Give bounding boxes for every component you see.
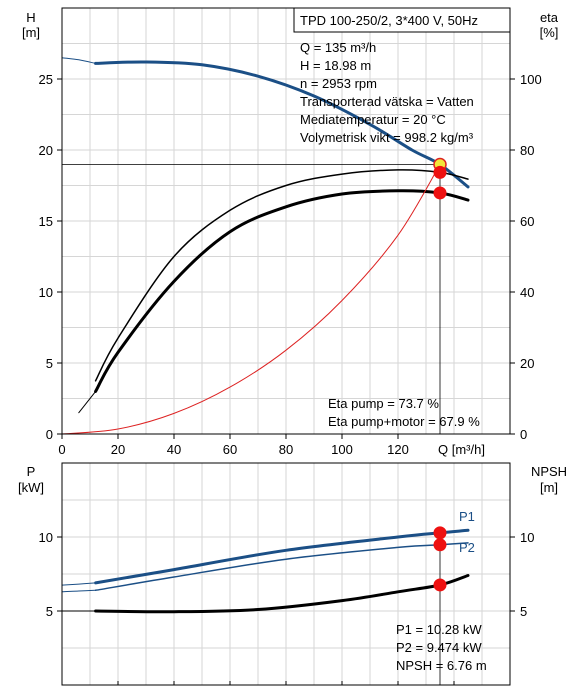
x-tick-label: 120 (387, 442, 409, 457)
top-grid (62, 8, 510, 434)
bottom-left-axis-sub: [kW] (18, 480, 44, 495)
bottom-series-line-1 (61, 582, 97, 586)
eta-pump-marker (433, 165, 447, 179)
y-right-tick-label: 40 (520, 285, 534, 300)
y-left-tick-label: 10 (39, 285, 53, 300)
top-series-line-3 (94, 189, 470, 393)
bottom-grid (62, 463, 510, 685)
top-series-line-2 (94, 169, 469, 382)
title-box (293, 7, 511, 33)
y-left-tick-label: 0 (46, 427, 53, 442)
bottom-marker-0 (433, 526, 447, 540)
y-left-tick-label: 15 (39, 214, 53, 229)
top-left-axis-sub: [m] (22, 25, 40, 40)
y-right-tick-label: 100 (520, 72, 542, 87)
y-left-tick-label: 5 (46, 356, 53, 371)
legend-p2: P2 (459, 540, 475, 555)
p2-result: P2 = 9.474 kW (396, 640, 482, 655)
info-line: Q = 135 m³/h (300, 40, 376, 55)
bottom-right-axis-sub: [m] (540, 480, 558, 495)
top-right-axis-sub: [%] (540, 25, 559, 40)
y-right-tick-label: 20 (520, 356, 534, 371)
x-tick-label: 80 (279, 442, 293, 457)
top-left-axis-unit: H (26, 10, 35, 25)
legend-p1: P1 (459, 509, 475, 524)
x-tick-label: 20 (111, 442, 125, 457)
top-series-line-0 (94, 60, 470, 189)
top-right-axis-unit: eta (540, 10, 559, 25)
bottom-series-line-0 (94, 528, 470, 585)
info-line: n = 2953 rpm (300, 76, 377, 91)
x-tick-label: 60 (223, 442, 237, 457)
bottom-marker-2 (433, 578, 447, 592)
bottom-left-axis-unit: P (27, 464, 36, 479)
y-left-tick-label: 10 (39, 530, 53, 545)
info-line: Volymetrisk vikt = 998.2 kg/m³ (300, 130, 474, 145)
y-left-tick-label: 25 (39, 72, 53, 87)
y-right-tick-label: 10 (520, 530, 534, 545)
y-left-tick-label: 20 (39, 143, 53, 158)
top-series-line-4 (78, 390, 97, 414)
eta-pump-result: Eta pump = 73.7 % (328, 396, 439, 411)
info-line: H = 18.98 m (300, 58, 371, 73)
bottom-series-line-3 (61, 589, 97, 593)
chart-title: TPD 100-250/2, 3*400 V, 50Hz (300, 13, 478, 28)
y-right-tick-label: 0 (520, 427, 527, 442)
bottom-right-axis-unit: NPSH (531, 464, 567, 479)
info-line: Mediatemperatur = 20 °C (300, 112, 446, 127)
eta-total-marker (433, 186, 447, 200)
bottom-series (61, 526, 470, 685)
top-series-line-1 (61, 57, 97, 64)
p1-result: P1 = 10.28 kW (396, 622, 482, 637)
y-right-tick-label: 60 (520, 214, 534, 229)
y-left-tick-label: 5 (46, 604, 53, 619)
y-right-tick-label: 80 (520, 143, 534, 158)
bottom-ticks: 5 10 5 10 (39, 530, 534, 685)
x-tick-label: 40 (167, 442, 181, 457)
bottom-marker-1 (433, 538, 447, 552)
info-line: Transporterad vätska = Vatten (300, 94, 474, 109)
top-series-line-5 (61, 164, 441, 435)
x-tick-label: 0 (58, 442, 65, 457)
npsh-result: NPSH = 6.76 m (396, 658, 487, 673)
top-x-axis-label: Q [m³/h] (438, 442, 485, 457)
x-tick-label: 100 (331, 442, 353, 457)
top-ticks: 0 20 40 60 80 100 120 0 5 10 15 20 25 0 20 40 60 80 100 (39, 72, 542, 457)
top-series (61, 57, 470, 435)
y-right-tick-label: 5 (520, 604, 527, 619)
eta-total-result: Eta pump+motor = 67.9 % (328, 414, 480, 429)
